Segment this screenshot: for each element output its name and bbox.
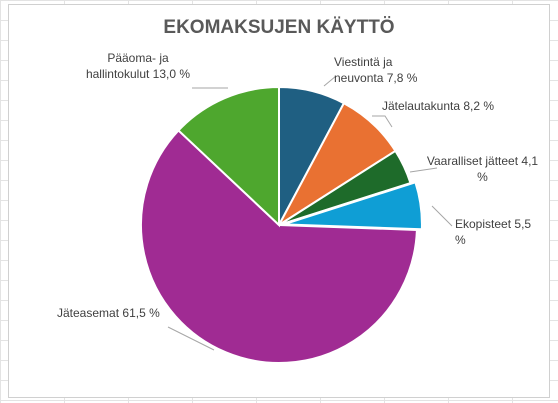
value-label: 5,5 % <box>455 217 532 247</box>
chart-title: EKOMAKSUJEN KÄYTTÖ <box>163 17 395 38</box>
leader-line <box>431 205 453 227</box>
data-label: Vaaralliset jätteet 4,1 % <box>425 153 540 185</box>
category-label: Viestintä ja neuvonta <box>334 55 393 85</box>
leader-line <box>409 167 438 173</box>
category-label: Pääoma- ja hallintokulut <box>85 51 169 81</box>
data-label: Jäteasemat 61,5 % <box>57 305 177 321</box>
leader-line <box>167 326 215 351</box>
pie-slice <box>177 85 280 228</box>
leader-line <box>372 115 393 128</box>
value-label: 7,8 % <box>386 71 418 85</box>
data-label: Jätelautakunta 8,2 % <box>368 98 508 114</box>
data-label: Ekopisteet 5,5 % <box>455 216 545 248</box>
category-label: Vaaralliset jätteet <box>426 154 519 168</box>
leader-line <box>323 75 337 87</box>
value-label: 8,2 % <box>463 99 495 113</box>
value-label: 4,1 % <box>477 154 539 184</box>
data-label: Viestintä ja neuvonta 7,8 % <box>334 54 424 86</box>
category-label: Ekopisteet <box>455 217 512 231</box>
value-label: 61,5 % <box>122 306 160 320</box>
pie-slice <box>283 181 423 231</box>
category-label: Jätelautakunta <box>381 99 461 113</box>
category-label: Jäteasemat <box>57 306 120 320</box>
data-label: Pääoma- ja hallintokulut 13,0 % <box>78 50 198 82</box>
value-label: 13,0 % <box>152 67 191 81</box>
pie-slice <box>140 129 418 364</box>
